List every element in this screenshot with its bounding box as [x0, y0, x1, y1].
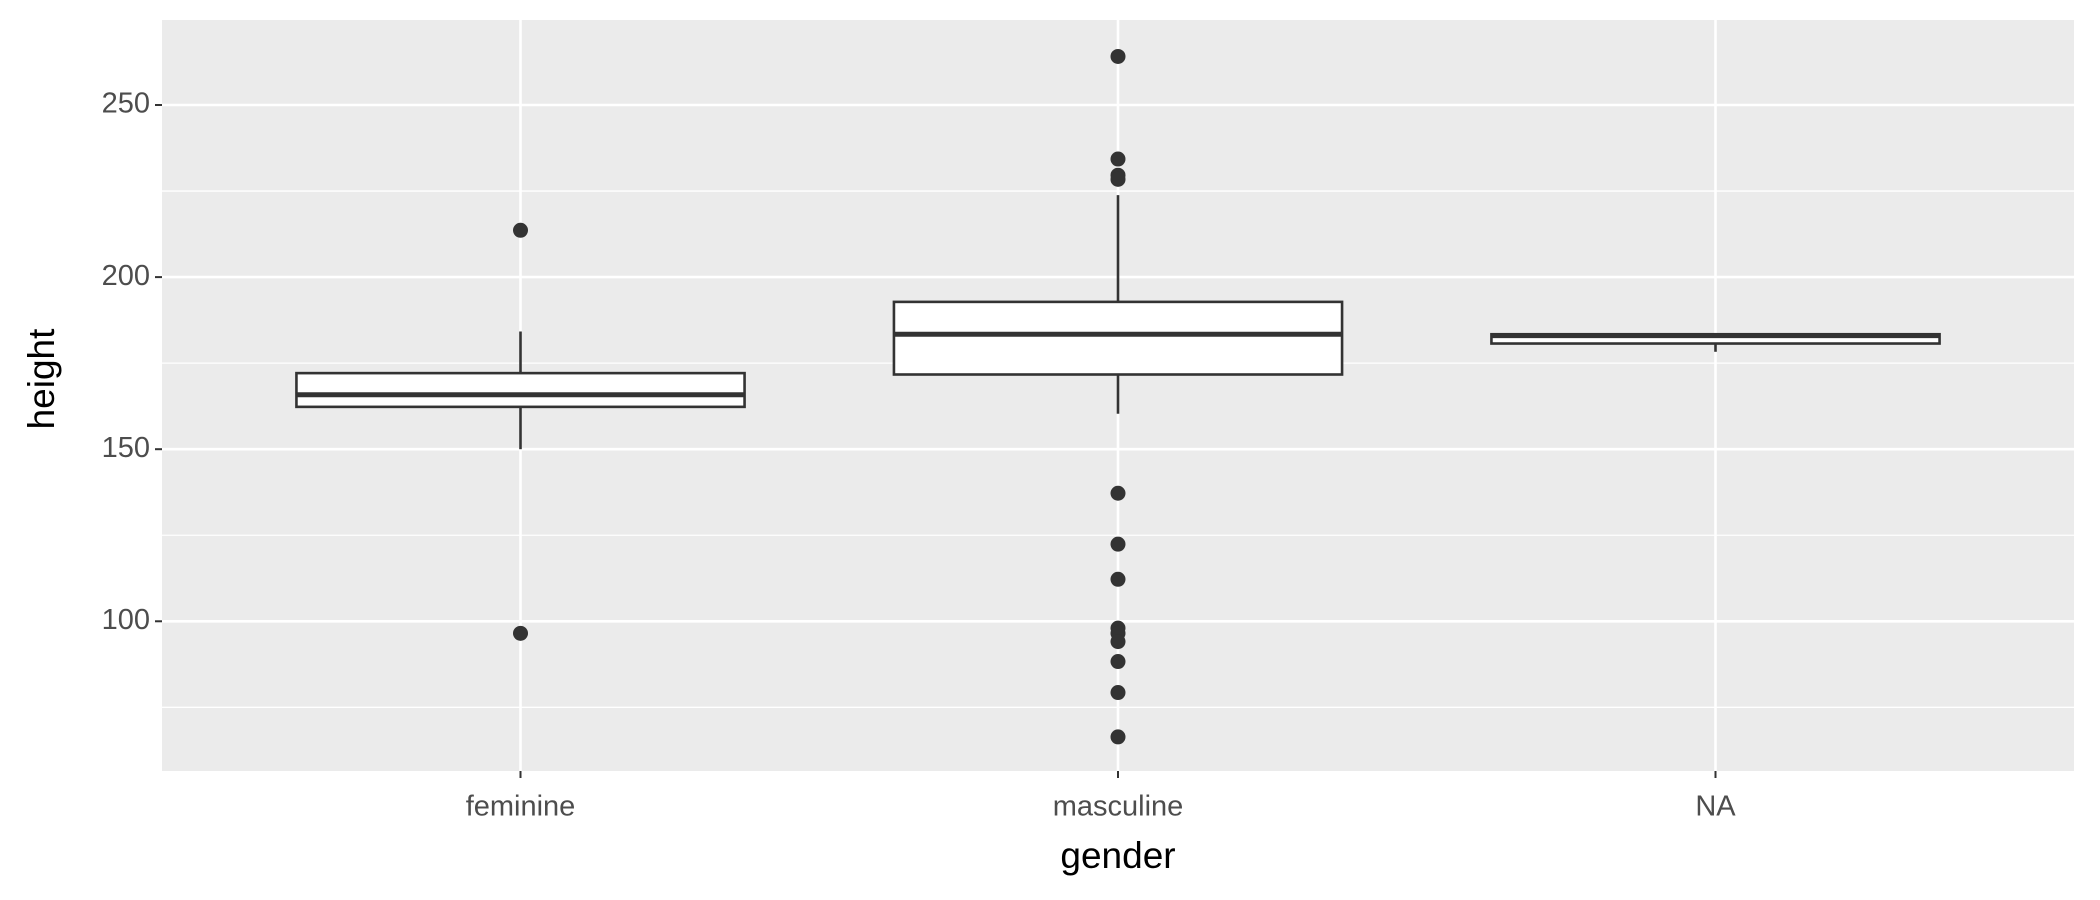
outlier: [513, 625, 528, 641]
box: [892, 300, 1344, 376]
outlier: [1110, 171, 1126, 187]
x-tick-label: NA: [1695, 791, 1736, 823]
y-tick-label: 250: [102, 88, 150, 120]
outlier: [1110, 485, 1126, 501]
y-axis-title: height: [21, 328, 62, 430]
outlier: [1110, 685, 1126, 701]
outlier: [1110, 536, 1126, 552]
x-tick-label: masculine: [1053, 791, 1184, 823]
y-tick-label: 100: [102, 604, 150, 636]
outlier: [1110, 634, 1126, 650]
outlier: [1110, 48, 1126, 64]
outlier: [1110, 151, 1126, 167]
outlier: [1110, 729, 1126, 745]
outlier: [1110, 654, 1126, 670]
box: [295, 371, 746, 409]
outlier: [513, 222, 528, 238]
x-tick-label: feminine: [466, 791, 576, 823]
outlier: [1110, 571, 1126, 587]
y-tick-label: 150: [102, 432, 150, 464]
y-tick-label: 200: [102, 260, 150, 292]
x-axis-title: gender: [1060, 835, 1175, 876]
